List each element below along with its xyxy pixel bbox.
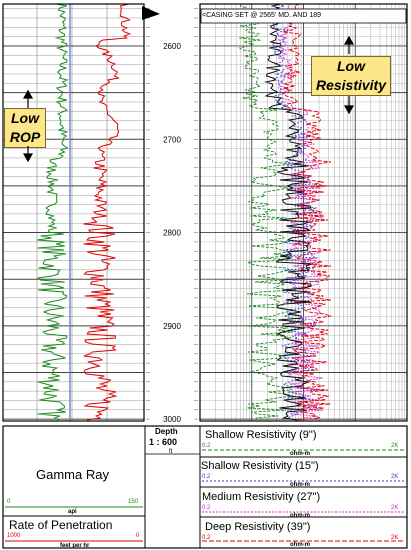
header-frame xyxy=(2,425,408,549)
res-shallow15-curve xyxy=(271,3,318,421)
depth-tick-label: 2600 xyxy=(163,42,181,51)
low-rop-line1: Low xyxy=(11,110,39,126)
low-res-line2: Resistivity xyxy=(315,77,387,93)
depth-tick-label: 2700 xyxy=(163,135,181,144)
low-res-arrowhead-up xyxy=(343,35,355,45)
depth-tick-label: 2800 xyxy=(163,229,181,238)
low-rop-arrowhead-down xyxy=(22,153,34,163)
res-track-frame xyxy=(199,3,408,422)
res-shallow9-title: Shallow Resistivity (9") xyxy=(205,429,317,441)
res-shallow15-title: Shallow Resistivity (15") xyxy=(201,460,319,472)
gamma-ray-max: 150 xyxy=(128,499,139,505)
rop-curve xyxy=(83,3,132,421)
depth-header-label: Depth xyxy=(155,427,178,436)
res-medium-min: 0.2 xyxy=(202,505,211,511)
low-res-line1: Low xyxy=(337,58,365,74)
res-shallow9-min: 0.2 xyxy=(202,443,211,449)
rop-unit: feet per hr xyxy=(60,543,90,549)
res-medium-title: Medium Resistivity (27") xyxy=(202,491,321,503)
res-deep-max: 2K xyxy=(391,535,399,541)
res-shallow15-unit: ohm-m xyxy=(290,482,310,488)
depth-tick-label: 2900 xyxy=(163,322,181,331)
gamma-ray-min: 0 xyxy=(7,499,11,505)
rop-title: Rate of Penetration xyxy=(9,518,113,532)
gamma-ray-title: Gamma Ray xyxy=(36,467,109,482)
depth-unit-label: ft xyxy=(169,449,173,455)
low-res-arrowhead-down xyxy=(343,105,355,115)
res-shallow9-curve xyxy=(238,3,294,421)
low-rop-callout: Low ROP xyxy=(4,108,46,148)
res-shallow15-min: 0.2 xyxy=(202,474,211,480)
res-medium-curve xyxy=(276,3,324,421)
casing-note: <CASING SET @ 2565' MD. AND 189 xyxy=(202,12,321,19)
low-rop-arrowhead-up xyxy=(22,89,34,99)
left-track-grid xyxy=(3,4,144,421)
res-shallow15-max: 2K xyxy=(391,474,399,480)
rop-min: 1000 xyxy=(7,533,21,539)
res-deep-unit: ohm-m xyxy=(290,542,310,548)
res-deep-min: 0.2 xyxy=(202,535,211,541)
gamma-ray-unit: api xyxy=(68,509,77,515)
res-deep-title: Deep Resistivity (39") xyxy=(205,521,311,533)
low-rop-line2: ROP xyxy=(9,129,41,145)
gamma-ray-curve xyxy=(36,3,69,421)
res-medium-unit: ohm-m xyxy=(290,513,310,519)
res-shallow9-unit: ohm-m xyxy=(290,451,310,457)
left-track-frame xyxy=(2,3,145,422)
res-average-curve xyxy=(264,3,312,421)
casing-note-box xyxy=(200,8,407,24)
track-frames xyxy=(2,3,408,422)
track-pointer xyxy=(142,6,160,20)
rop-max: 0 xyxy=(136,533,140,539)
depth-scale-label: 1 : 600 xyxy=(149,437,178,447)
res-deep-curve xyxy=(282,3,332,421)
res-medium-max: 2K xyxy=(391,505,399,511)
low-resistivity-callout: Low Resistivity xyxy=(311,56,391,96)
log-curves xyxy=(36,3,332,421)
depth-tick-label: 3000 xyxy=(163,415,181,424)
res-shallow9-max: 2K xyxy=(391,443,399,449)
